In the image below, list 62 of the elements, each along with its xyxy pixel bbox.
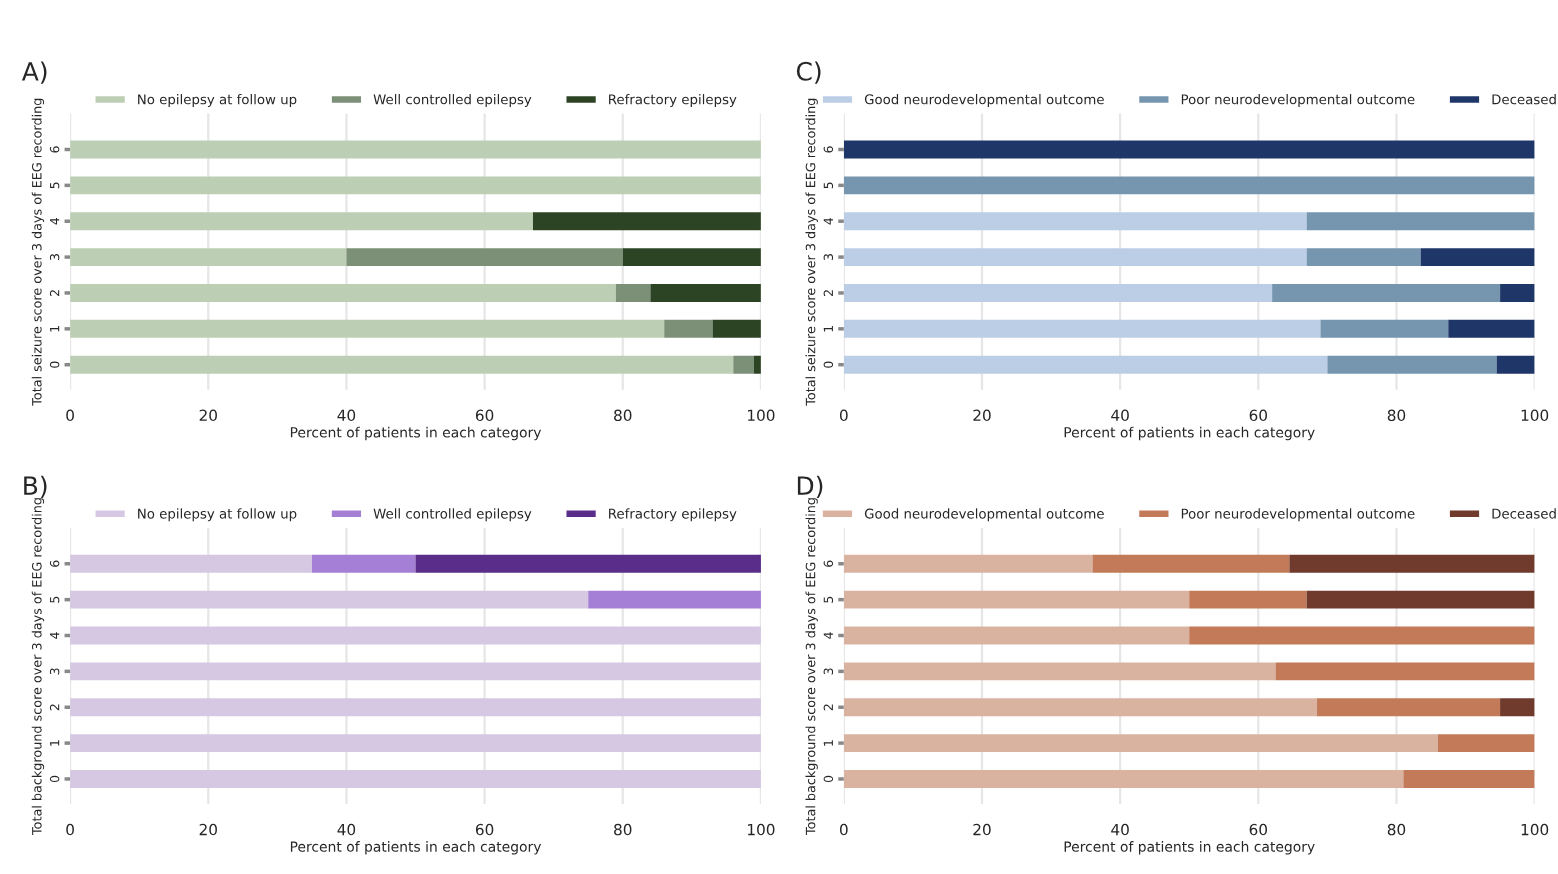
bar: [622, 248, 761, 267]
bar: [843, 698, 1318, 717]
bar: [615, 283, 651, 302]
bar: [843, 176, 1535, 195]
bar: [1306, 212, 1535, 231]
bar: [1500, 283, 1535, 302]
bar: [1272, 283, 1501, 302]
bar: [70, 355, 734, 374]
chart-title: C): [796, 61, 821, 84]
bar: [843, 770, 1404, 788]
bar: [1306, 590, 1535, 609]
bar: [70, 176, 761, 195]
bar: [588, 590, 761, 609]
chart-title: A): [21, 61, 47, 84]
bar: [733, 355, 755, 374]
bar: [1327, 355, 1497, 374]
bar: [843, 590, 1190, 609]
bar: [1189, 590, 1307, 609]
bar: [70, 698, 761, 717]
bar: [843, 734, 1438, 753]
bar: [843, 140, 1535, 159]
bar: [843, 212, 1307, 231]
bar: [70, 283, 616, 302]
bar: [70, 554, 312, 573]
bar: [70, 590, 589, 609]
bar: [70, 319, 665, 338]
bar: [70, 212, 533, 231]
bar: [1317, 698, 1501, 717]
bar: [712, 319, 761, 338]
bar: [843, 283, 1273, 302]
bar: [1189, 626, 1535, 645]
bar: [1500, 698, 1535, 717]
bar: [70, 734, 761, 753]
bar: [1496, 355, 1535, 374]
bar: [1275, 662, 1535, 681]
bar: [843, 355, 1328, 374]
bar: [1403, 770, 1535, 788]
bar: [1437, 734, 1535, 753]
bar: [311, 554, 416, 573]
bar: [843, 554, 1093, 573]
bar: [70, 248, 347, 267]
bar: [1320, 319, 1449, 338]
bar: [70, 662, 761, 681]
bar: [70, 140, 761, 159]
bar: [843, 319, 1321, 338]
bar: [650, 283, 761, 302]
bar: [1306, 248, 1421, 267]
chart-title: B): [24, 475, 47, 498]
bar: [843, 626, 1190, 645]
chart-title: D): [797, 475, 823, 498]
bar: [1420, 248, 1535, 267]
bar: [1289, 554, 1535, 573]
bar: [1448, 319, 1535, 338]
bar: [664, 319, 713, 338]
bar: [415, 554, 761, 573]
bar: [70, 626, 761, 645]
bar: [70, 770, 761, 788]
bar: [843, 662, 1276, 681]
bar: [346, 248, 623, 267]
bar: [532, 212, 761, 231]
bar: [1092, 554, 1290, 573]
bar: [843, 248, 1307, 267]
